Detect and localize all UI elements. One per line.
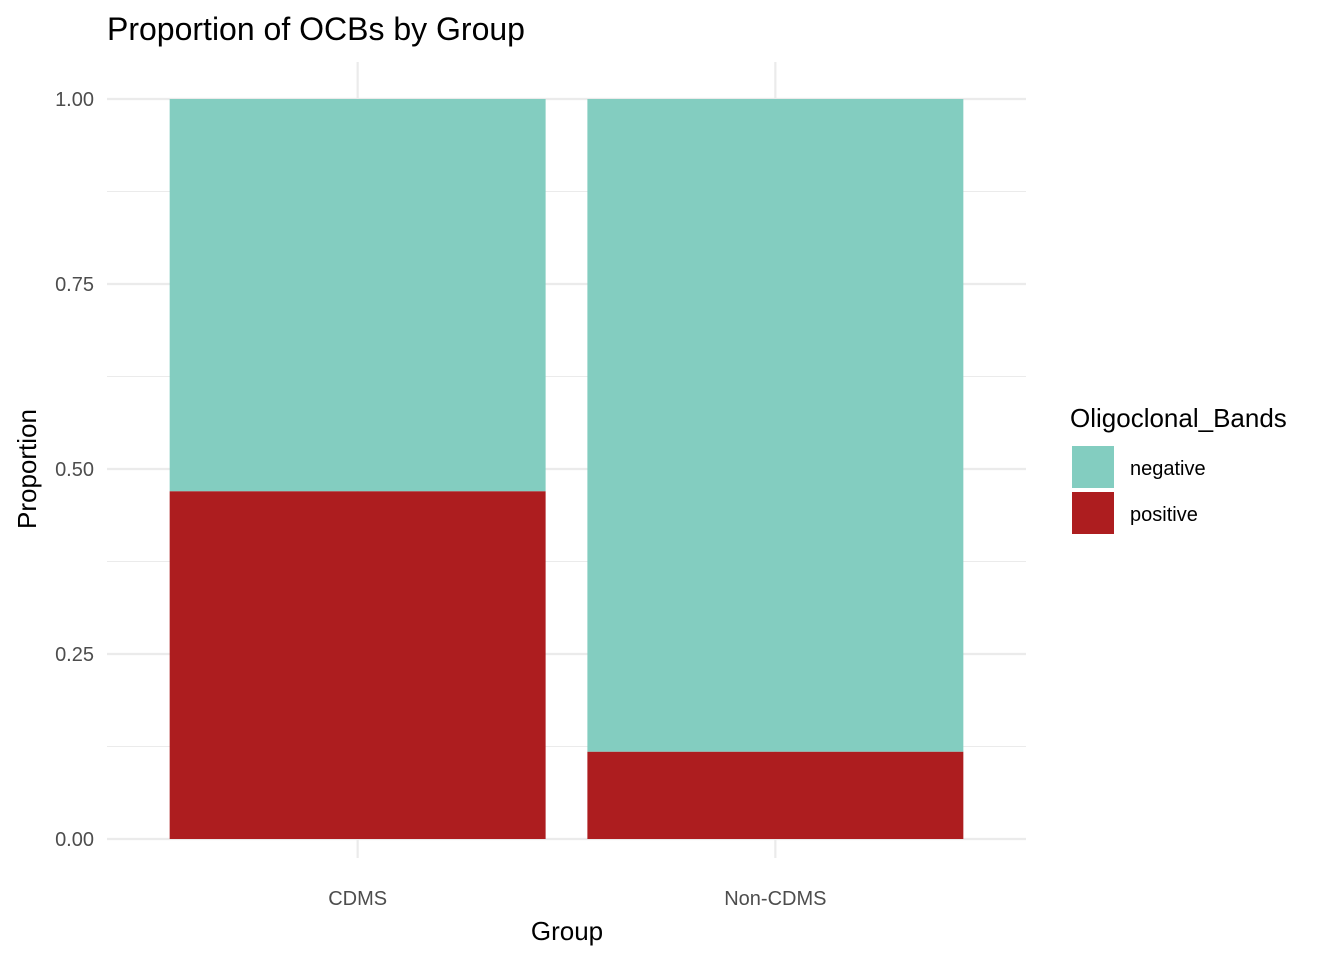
y-tick-label: 1.00 bbox=[55, 89, 94, 111]
legend-label-positive: positive bbox=[1130, 504, 1198, 526]
y-tick-label: 0.75 bbox=[55, 274, 94, 296]
legend-label-negative: negative bbox=[1130, 458, 1206, 480]
x-tick-label: CDMS bbox=[328, 888, 387, 910]
tick-layer: 0.00 0.25 0.50 0.75 1.00 CDMS Non-CDMS bbox=[55, 89, 826, 910]
legend-title: Oligoclonal_Bands bbox=[1070, 403, 1287, 433]
y-tick-label: 0.00 bbox=[55, 829, 94, 851]
bar-non-cdms-positive bbox=[587, 751, 964, 839]
x-axis-title: Group bbox=[531, 916, 603, 946]
bar-cdms-negative bbox=[169, 99, 546, 492]
legend: Oligoclonal_Bands negative positive bbox=[1070, 403, 1287, 534]
bar-cdms-positive bbox=[169, 491, 546, 839]
x-tick-label: Non-CDMS bbox=[724, 888, 826, 910]
bar-non-cdms-negative bbox=[587, 99, 964, 752]
y-tick-label: 0.50 bbox=[55, 459, 94, 481]
y-tick-label: 0.25 bbox=[55, 644, 94, 666]
legend-swatch-positive bbox=[1072, 492, 1114, 534]
y-axis-title: Proportion bbox=[12, 409, 42, 529]
bar-layer bbox=[169, 99, 964, 839]
legend-swatch-negative bbox=[1072, 446, 1114, 488]
chart-title: Proportion of OCBs by Group bbox=[107, 11, 525, 47]
